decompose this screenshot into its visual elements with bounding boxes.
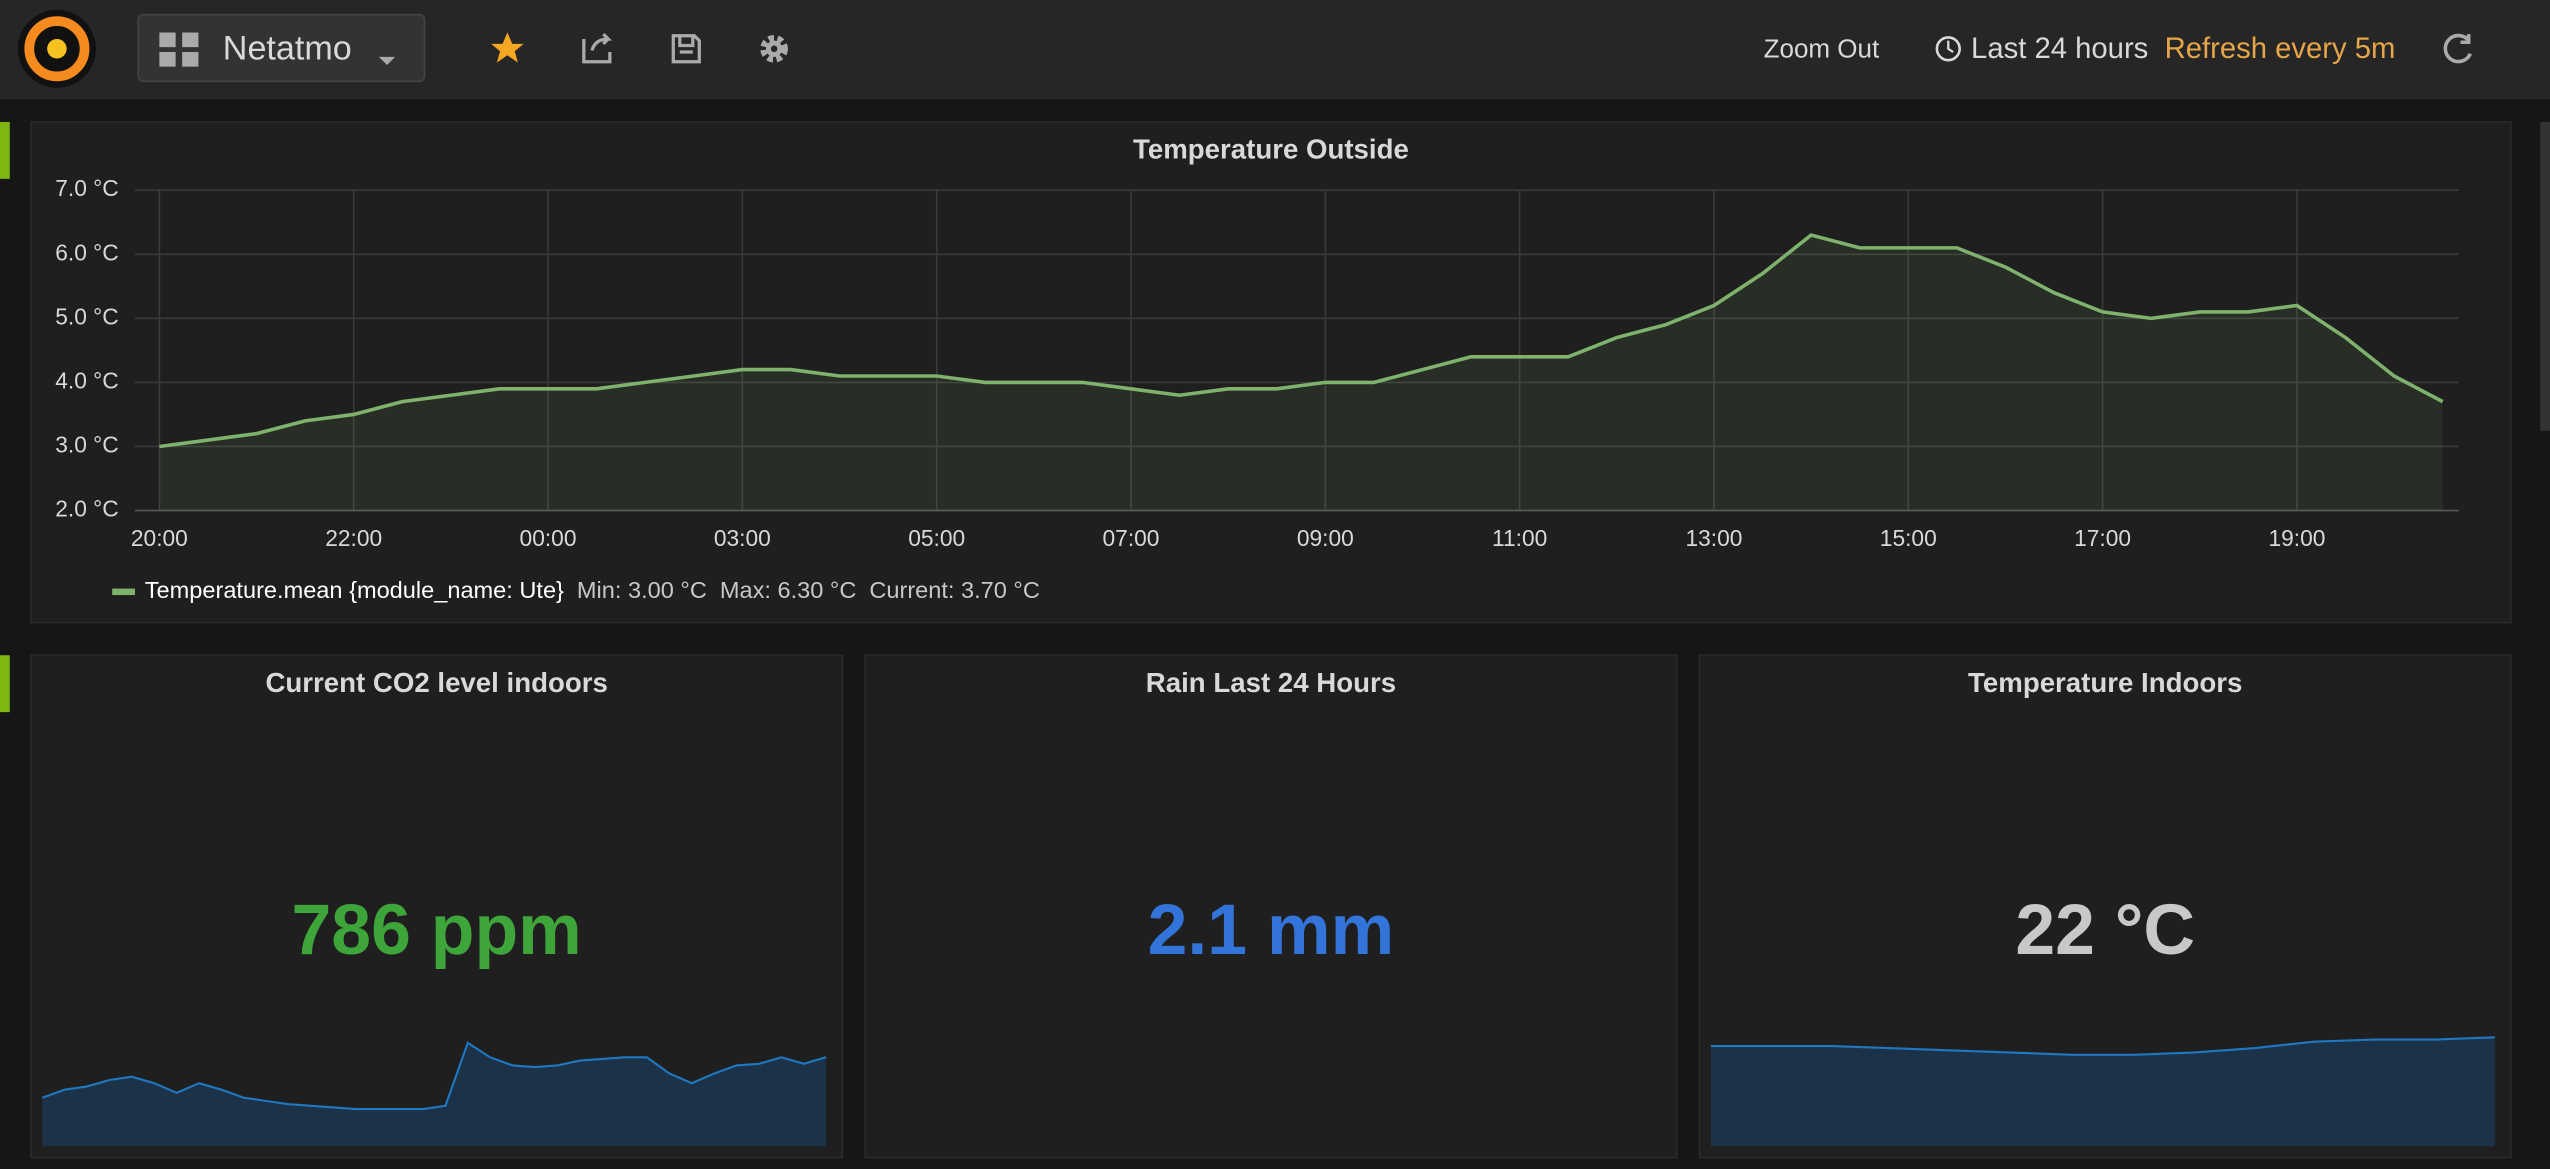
caret bbox=[378, 56, 396, 66]
series-area bbox=[159, 235, 2443, 511]
panel bbox=[864, 654, 1678, 1159]
stat-value: 2.1 mm bbox=[1148, 890, 1395, 970]
clock-hands bbox=[1947, 40, 1954, 53]
sparkline-line bbox=[1710, 1036, 2495, 1056]
x-tick-label: 13:00 bbox=[1685, 525, 1742, 551]
refresh-interval[interactable]: Refresh every 5m bbox=[2165, 33, 2396, 65]
y-tick-label: 2.0 °C bbox=[55, 496, 118, 522]
grid-icon bbox=[159, 52, 176, 67]
scrollbar bbox=[2540, 121, 2550, 431]
logo-ring bbox=[24, 16, 90, 82]
stat-value: 786 ppm bbox=[292, 890, 582, 970]
grid-icon bbox=[182, 52, 199, 67]
panel bbox=[30, 654, 844, 1159]
y-tick-label: 7.0 °C bbox=[55, 175, 118, 201]
sparkline-line bbox=[41, 1041, 827, 1111]
save-icon[interactable] bbox=[671, 34, 701, 64]
settings-icon[interactable] bbox=[760, 34, 788, 63]
star-icon[interactable] bbox=[491, 32, 524, 63]
y-tick-label: 5.0 °C bbox=[55, 303, 118, 329]
x-tick-label: 00:00 bbox=[520, 525, 577, 551]
logo-core bbox=[47, 39, 67, 59]
grid-icon bbox=[182, 32, 199, 48]
sparkline-area bbox=[1710, 1037, 2495, 1147]
x-tick-label: 07:00 bbox=[1103, 525, 1160, 551]
dashboard-picker[interactable]: Netatmo bbox=[137, 13, 426, 83]
panel-title: Rain Last 24 Hours bbox=[1146, 667, 1396, 698]
series-line bbox=[159, 233, 2444, 449]
picker-button bbox=[137, 13, 426, 83]
panel-title: Current CO2 level indoors bbox=[265, 667, 607, 698]
sparkline-area bbox=[42, 1042, 827, 1147]
x-tick-label: 22:00 bbox=[325, 525, 382, 551]
stat-value: 22 °C bbox=[2015, 890, 2195, 970]
panel-title: Temperature Outside bbox=[1133, 134, 1409, 165]
legend-stat: Min: 3.00 °C bbox=[577, 577, 707, 603]
row-marker bbox=[0, 121, 10, 179]
x-tick-label: 17:00 bbox=[2074, 525, 2131, 551]
dashboard-title: Netatmo bbox=[223, 29, 352, 67]
legend-stat: Max: 6.30 °C bbox=[720, 577, 856, 603]
legend-stat: Current: 3.70 °C bbox=[869, 577, 1040, 603]
x-tick-label: 20:00 bbox=[131, 525, 188, 551]
gear-hole bbox=[770, 45, 778, 53]
legend-name: Temperature.mean {module_name: Ute} bbox=[145, 577, 564, 603]
y-tick-label: 4.0 °C bbox=[55, 367, 118, 393]
zoom-out[interactable]: Zoom Out bbox=[1764, 33, 1880, 63]
x-tick-label: 15:00 bbox=[1880, 525, 1937, 551]
x-tick-label: 09:00 bbox=[1297, 525, 1354, 551]
row-marker bbox=[0, 655, 10, 713]
x-tick-label: 03:00 bbox=[714, 525, 771, 551]
panel bbox=[30, 121, 2512, 624]
time-range[interactable]: Last 24 hours bbox=[1971, 33, 2148, 65]
refresh-icon[interactable] bbox=[2443, 33, 2472, 64]
grafana-logo[interactable] bbox=[17, 9, 96, 88]
legend-swatch bbox=[112, 588, 135, 596]
x-tick-label: 05:00 bbox=[908, 525, 965, 551]
grid-icon bbox=[159, 32, 176, 48]
x-tick-label: 11:00 bbox=[1492, 525, 1547, 551]
share-icon[interactable] bbox=[582, 32, 613, 64]
clock-icon bbox=[1935, 36, 1961, 62]
x-tick-label: 19:00 bbox=[2268, 525, 2325, 551]
gear-teeth bbox=[760, 34, 788, 63]
panel-title: Temperature Indoors bbox=[1968, 667, 2242, 698]
y-tick-label: 3.0 °C bbox=[55, 431, 118, 457]
y-tick-label: 6.0 °C bbox=[55, 239, 118, 265]
